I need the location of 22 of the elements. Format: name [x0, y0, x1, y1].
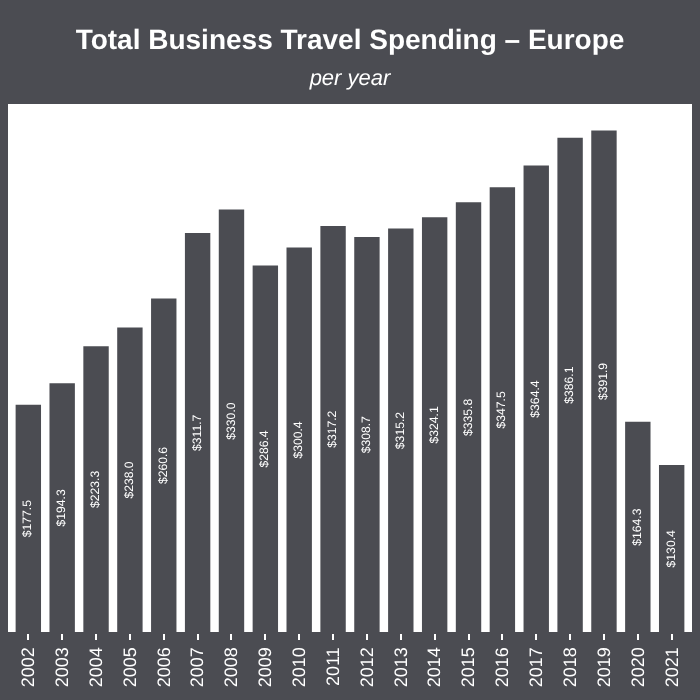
- x-tick-label: 2016: [492, 647, 513, 688]
- x-tick-label: 2006: [153, 647, 174, 688]
- x-tick-label: 2003: [52, 647, 73, 688]
- x-tick-label: 2014: [424, 647, 445, 688]
- x-tick-label: 2009: [255, 647, 276, 688]
- x-tick-label: 2017: [526, 647, 547, 688]
- chart-title: Total Business Travel Spending – Europe: [75, 23, 625, 55]
- x-tick-label: 2013: [390, 647, 411, 688]
- x-tick-label: 2015: [458, 647, 479, 688]
- x-tick-label: 2004: [85, 647, 106, 688]
- x-tick-label: 2021: [661, 647, 682, 688]
- x-tick-label: 2005: [119, 647, 140, 688]
- x-tick-label: 2007: [187, 647, 208, 688]
- x-tick-label: 2020: [627, 647, 648, 688]
- x-tick-label: 2012: [356, 647, 377, 688]
- x-tick-label: 2019: [593, 647, 614, 688]
- chart-subtitle: per year: [307, 67, 394, 92]
- x-tick-label: 2010: [289, 647, 310, 688]
- x-tick-label: 2008: [221, 647, 242, 688]
- x-tick-label: 2018: [559, 647, 580, 688]
- x-tick-label: 2011: [322, 647, 343, 686]
- x-tick-label: 2002: [18, 647, 39, 688]
